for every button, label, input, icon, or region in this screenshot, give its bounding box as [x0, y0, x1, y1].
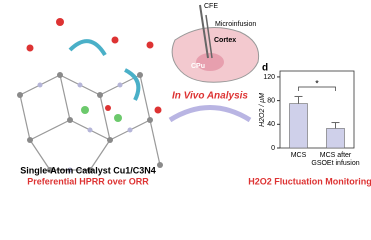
- y-tick-label: 120: [263, 74, 275, 81]
- monitoring-label: H2O2 Fluctuation Monitoring: [248, 176, 371, 186]
- curved-arrow: [168, 105, 252, 123]
- analysis-label: In Vivo Analysis: [172, 91, 248, 102]
- cpu-region: [196, 53, 224, 71]
- capillary: [205, 14, 213, 59]
- x-tick-label: MCS: [290, 152, 307, 159]
- catalyst-label: Single-Atom Catalyst Cu1/C3N4: [20, 165, 156, 175]
- label: CPu: [191, 63, 205, 70]
- lattice: [19, 74, 161, 171]
- significance-bracket: [298, 86, 336, 91]
- plot-frame: [279, 70, 355, 149]
- arrow: [68, 39, 107, 57]
- significance-mark: *: [315, 78, 319, 88]
- label: Cortex: [214, 37, 236, 44]
- arrow: [124, 68, 141, 101]
- bar: [326, 128, 345, 149]
- y-axis-title: H2O2 / μM: [259, 93, 266, 127]
- canvas: CFE Microinfusion Cortex CPu In Vivo Ana…: [17, 3, 371, 186]
- label: Microinfusion: [215, 21, 256, 28]
- y-tick-label: 0: [271, 145, 275, 152]
- atoms: [17, 18, 163, 173]
- panel-label: d: [262, 63, 268, 74]
- figure: CFE Microinfusion Cortex CPu In Vivo Ana…: [17, 3, 371, 186]
- bar: [289, 103, 308, 149]
- label: CFE: [204, 3, 218, 10]
- selectivity-label: Preferential HPRR over ORR: [27, 176, 149, 186]
- y-tick-label: 80: [267, 97, 275, 104]
- y-tick-label: 40: [267, 121, 275, 128]
- x-tick-label: MCS after GSOEt infusion: [311, 152, 360, 167]
- electrode: [199, 4, 209, 59]
